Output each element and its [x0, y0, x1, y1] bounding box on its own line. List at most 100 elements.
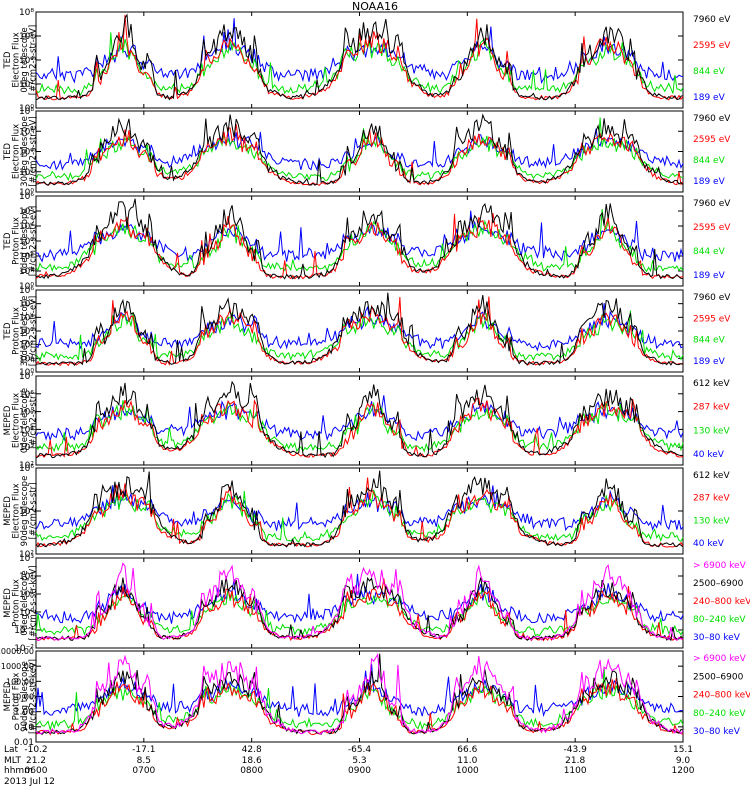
panel-frame [35, 650, 684, 743]
series-line-blue [35, 303, 684, 352]
legend-label: 240–800 keV [693, 691, 750, 701]
panel-frame [35, 289, 684, 373]
x-tick-mlt: 8.5 [137, 756, 151, 766]
x-tick-hhmm: 1000 [456, 766, 479, 776]
panel-6: 10² 10⁴ 10⁶ MEPEDElectron Flux90deg telesco… [3, 464, 730, 560]
panel-frame [35, 467, 684, 555]
series-line-red [35, 397, 684, 458]
x-tick-lat: -17.1 [132, 745, 155, 755]
legend-label: 2500–6900 [693, 579, 744, 589]
x-tick-mlt: 21.8 [565, 756, 585, 766]
panel-frame [35, 375, 684, 466]
y-tick-label: 10⁴ [19, 425, 34, 435]
x-tick-mlt: 18.6 [242, 756, 262, 766]
y-tick-label: 10⁶ [19, 192, 34, 202]
panel-frame [35, 195, 684, 287]
y-tick-label: 10³ [19, 327, 34, 337]
legend-label: 844 eV [693, 336, 726, 346]
series-line-green [35, 209, 684, 273]
legend-label: 130 keV [693, 426, 730, 436]
y-tick-label: 10⁸ [19, 8, 34, 18]
y-axis-label: MEPEDElectron Flux0deg telescope[#/cm2-s… [3, 388, 39, 453]
series-line-red [35, 578, 684, 642]
series-line-blue [35, 485, 684, 532]
panel-1: 10⁰ 10² 10⁴ 10⁶ 10⁸ TEDElectron Flux0deg tele… [3, 8, 731, 114]
panel-frame [35, 110, 684, 193]
legend-label: 240–800 keV [693, 597, 750, 607]
series-line-magenta [35, 562, 684, 642]
series-line-red [35, 213, 684, 280]
series-line-black [35, 13, 684, 101]
y-tick-label: 10⁴ [19, 56, 34, 66]
y-tick-label: 10³ [19, 237, 34, 247]
y-tick-label: 0.10 [14, 723, 34, 733]
legend-label: 7960 eV [693, 199, 731, 209]
series-line-green [35, 32, 684, 96]
y-tick-label: 10¹ [19, 590, 34, 600]
y-axis-label: TEDProton Flux0deg telescope[#/cm2-s-str… [3, 206, 39, 276]
y-tick-label: 10² [19, 461, 34, 471]
legend-label: 612 keV [693, 471, 730, 481]
y-tick-label: 10⁵ [19, 408, 34, 418]
y-tick-label: 10⁰ [19, 282, 34, 292]
legend-label: 844 eV [693, 156, 726, 166]
legend-label: 2595 eV [693, 314, 731, 324]
series-line-red [35, 477, 684, 548]
legend-label: 189 eV [693, 93, 726, 103]
legend-label: 189 eV [693, 271, 726, 281]
y-tick-label: 10⁰ [19, 104, 34, 114]
x-tick-lat: -43.9 [564, 745, 588, 755]
y-tick-label: 10² [19, 80, 34, 90]
x-tick-mlt: 11.0 [457, 756, 477, 766]
series-line-black [35, 380, 684, 459]
series-line-black [35, 470, 684, 548]
y-tick-label: 10⁻¹ [14, 626, 34, 636]
x-tick-lat: 42.8 [242, 745, 262, 755]
y-tick-label: 10⁸ [19, 107, 34, 117]
y-tick-label: 10² [19, 550, 34, 560]
legend-label: 189 eV [693, 357, 726, 367]
series-line-black [35, 198, 684, 280]
y-tick-label: 10² [19, 572, 34, 582]
x-tick-mlt: 21.2 [26, 756, 46, 766]
x-tick-mlt: 9.0 [676, 756, 691, 766]
x-row-label: MLT [4, 756, 22, 766]
legend-label: 7960 eV [693, 293, 731, 303]
series-line-blue [35, 18, 684, 84]
x-tick-hhmm: 0900 [348, 766, 371, 776]
legend-label: 40 keV [693, 539, 725, 549]
series-line-blue [35, 663, 684, 718]
legend-label: 2595 eV [693, 223, 731, 233]
chart-title: NOAA16 [351, 0, 399, 13]
y-tick-label: 10⁶ [19, 127, 34, 137]
x-tick-hhmm: 0800 [240, 766, 263, 776]
series-line-magenta [35, 652, 684, 735]
y-tick-label: 10¹ [19, 354, 34, 364]
y-tick-label: 10⁰ [19, 368, 34, 378]
x-date-label: 2013 Jul 12 [4, 777, 55, 787]
series-line-red [35, 677, 684, 736]
y-tick-label: 10.00 [11, 693, 34, 702]
y-axis-label: TEDProton Flux30deg telescope[#/cm2-s-st… [3, 296, 39, 367]
x-tick-lat: 66.6 [457, 745, 477, 755]
legend-label: 40 keV [693, 450, 725, 460]
series-line-green [35, 587, 684, 637]
legend-label: 130 keV [693, 516, 730, 526]
y-axis-label: TEDElectron Flux30deg telescope[#/cm2-s-… [3, 116, 39, 187]
x-tick-lat: -65.4 [348, 745, 372, 755]
y-tick-label: 1.00 [14, 708, 34, 718]
y-tick-label: 1000.00 [1, 662, 34, 671]
x-tick-hhmm: 1100 [564, 766, 587, 776]
x-row-label: hhmm [4, 766, 33, 776]
y-tick-label: 10000.00 [0, 647, 34, 656]
y-tick-label: 10⁶ [19, 286, 34, 296]
series-line-black [35, 113, 684, 187]
legend-label: 2595 eV [693, 135, 731, 145]
y-tick-label: 10⁶ [19, 464, 34, 474]
y-tick-label: 10⁵ [19, 207, 34, 217]
legend-label: 287 keV [693, 403, 730, 413]
y-tick-label: 10² [19, 341, 34, 351]
legend-label: 189 eV [693, 177, 726, 187]
